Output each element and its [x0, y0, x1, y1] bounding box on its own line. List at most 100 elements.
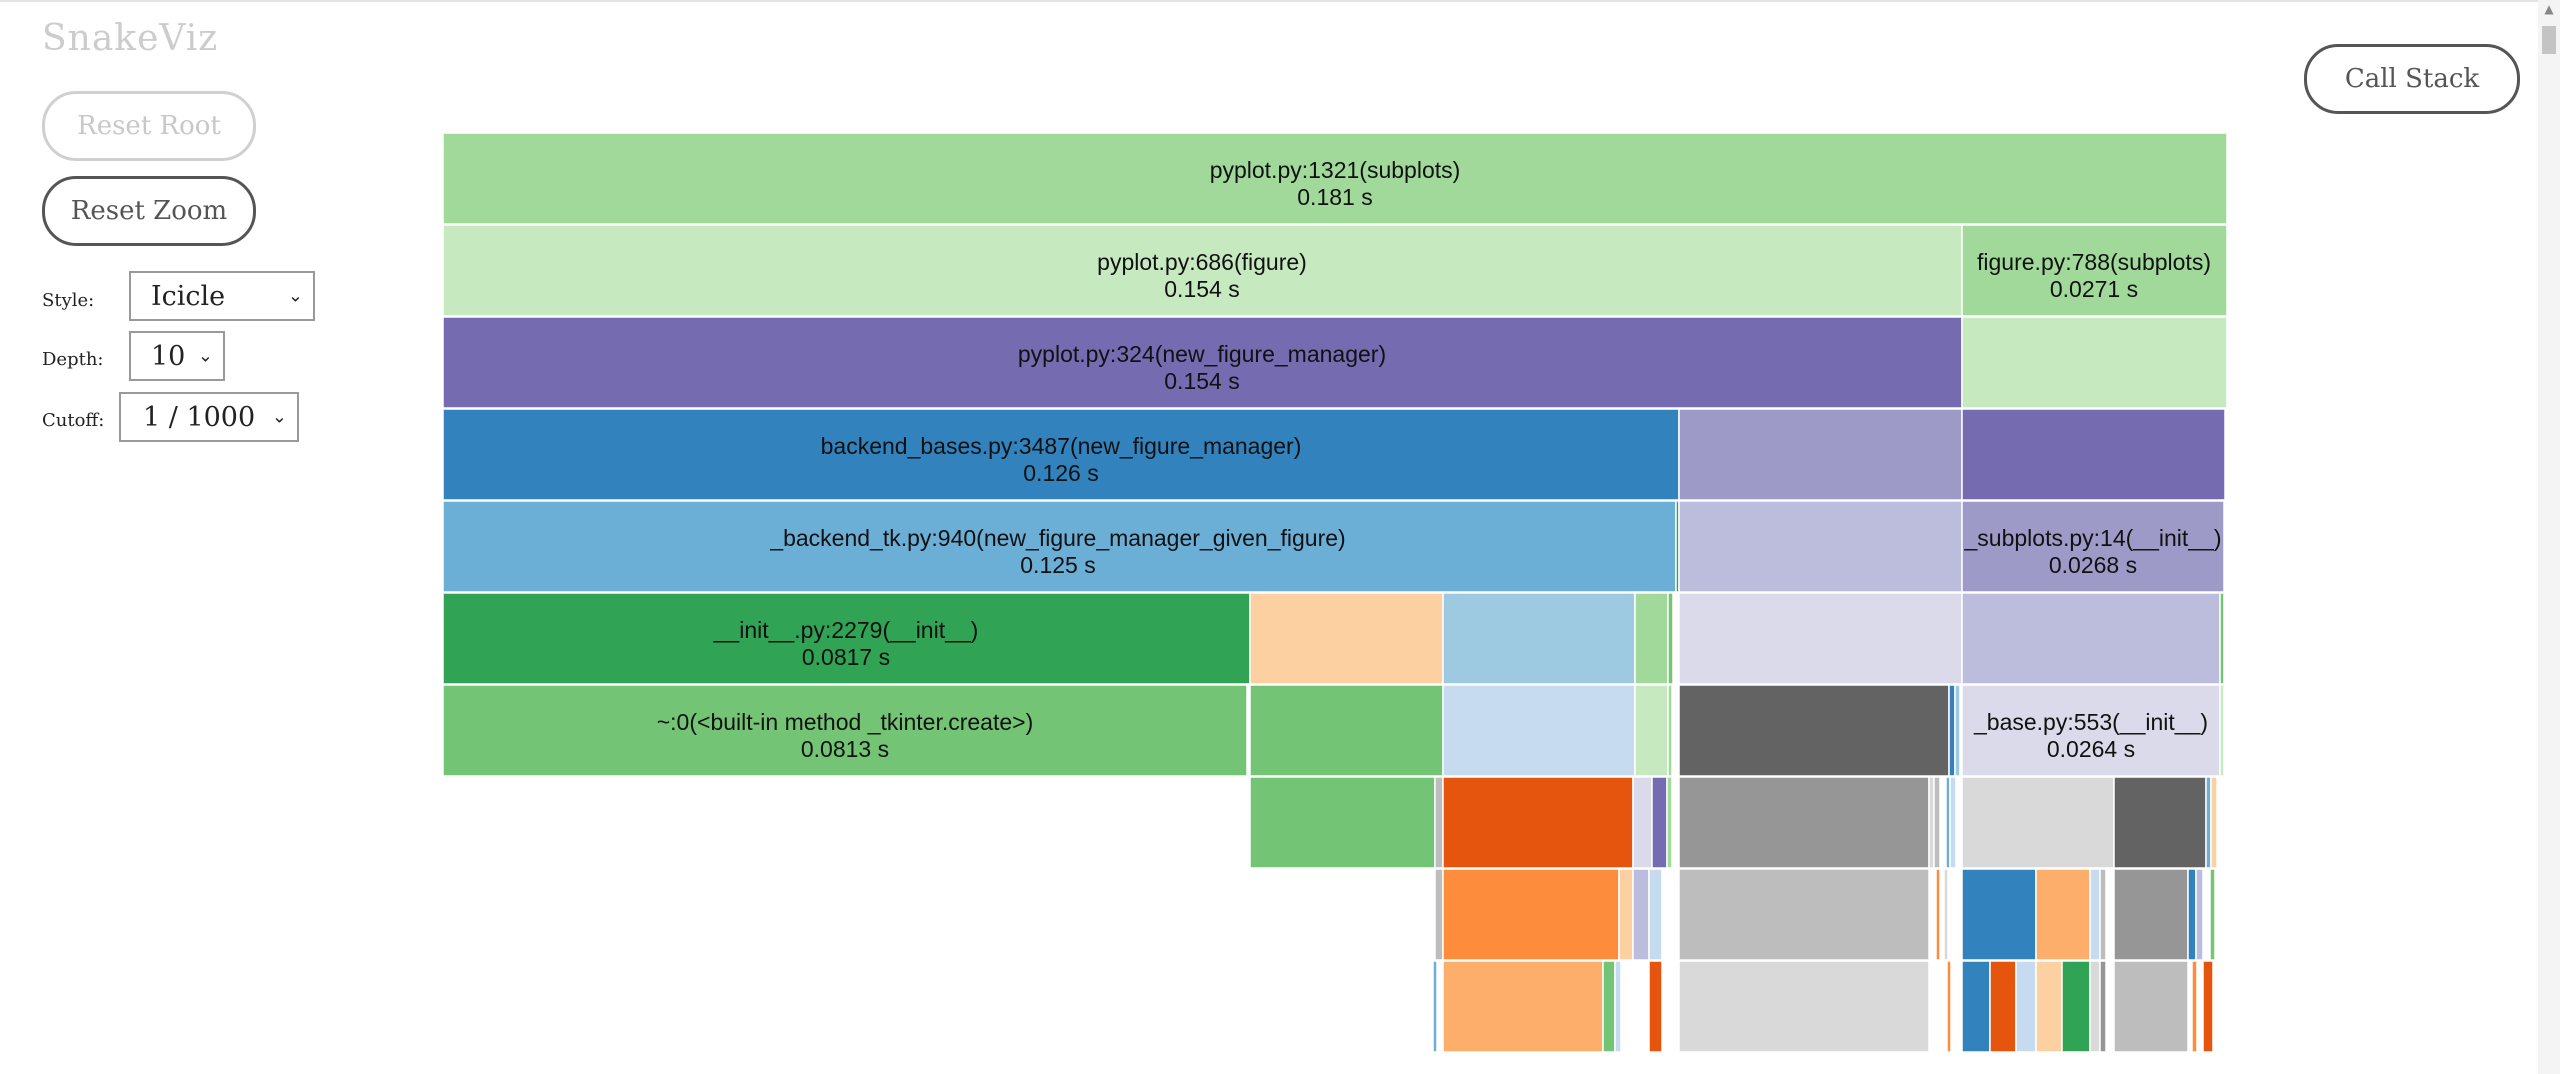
icicle-node[interactable]	[2219, 592, 2225, 685]
node-label-name: __init__.py:2279(__init__)	[713, 617, 979, 643]
icicle-node[interactable]	[2209, 868, 2216, 961]
icicle-node[interactable]	[1678, 500, 1963, 593]
node-label-time: 0.0264 s	[2047, 736, 2135, 762]
icicle-node-pyplot-new-figure-manager[interactable]	[442, 316, 1963, 409]
depth-select[interactable]: 10 ⌄	[129, 331, 225, 381]
icicle-node[interactable]	[2061, 960, 2091, 1053]
icicle-node[interactable]	[2219, 684, 2225, 777]
icicle-node[interactable]	[2210, 776, 2218, 869]
icicle-node[interactable]	[1618, 868, 1634, 961]
icicle-node[interactable]	[1678, 592, 1963, 685]
icicle-node[interactable]	[1651, 776, 1668, 869]
node-label-time: 0.154 s	[1164, 276, 1239, 302]
icicle-node[interactable]	[1961, 960, 1991, 1053]
icicle-node[interactable]	[1249, 684, 1444, 777]
icicle-node[interactable]	[1648, 868, 1663, 961]
icicle-node[interactable]	[1614, 960, 1622, 1053]
icicle-node-subplots[interactable]	[442, 132, 2228, 225]
icicle-node[interactable]	[1634, 684, 1669, 777]
icicle-node[interactable]	[2099, 868, 2107, 961]
chevron-down-icon: ⌄	[287, 285, 303, 307]
icicle-node[interactable]	[2035, 960, 2063, 1053]
icicle-node[interactable]	[2191, 960, 2198, 1053]
node-label-time: 0.154 s	[1164, 368, 1239, 394]
icicle-node[interactable]	[1678, 960, 1930, 1053]
icicle-node-backend-bases-new-figure-manager[interactable]	[442, 408, 1680, 501]
icicle-node-subplots-init[interactable]	[1961, 500, 2225, 593]
icicle-node[interactable]	[1249, 592, 1444, 685]
icicle-node[interactable]	[1678, 408, 1963, 501]
icicle-node-base-init[interactable]	[1961, 684, 2221, 777]
node-label-name: _backend_tk.py:940(new_figure_manager_gi…	[769, 525, 1345, 551]
icicle-node[interactable]	[1442, 592, 1636, 685]
icicle-node[interactable]	[2187, 868, 2197, 961]
icicle-node[interactable]	[2113, 868, 2189, 961]
icicle-node[interactable]	[1442, 684, 1636, 777]
icicle-node-init-2279[interactable]	[442, 592, 1251, 685]
icicle-node[interactable]	[1943, 868, 1949, 961]
cutoff-label: Cutoff:	[42, 410, 105, 431]
icicle-node[interactable]	[1961, 776, 2115, 869]
icicle-node[interactable]	[1961, 592, 2221, 685]
icicle-node[interactable]	[1667, 684, 1673, 777]
icicle-node[interactable]	[1442, 776, 1634, 869]
icicle-node[interactable]	[2099, 960, 2107, 1053]
icicle-node[interactable]	[1442, 960, 1604, 1053]
icicle-node[interactable]	[1678, 684, 1950, 777]
icicle-node[interactable]	[1634, 592, 1669, 685]
icicle-node[interactable]	[2195, 868, 2204, 961]
icicle-node[interactable]	[1948, 684, 1956, 777]
icicle-node-figure-subplots[interactable]	[1961, 224, 2228, 317]
node-label-name: _subplots.py:14(__init__)	[1964, 525, 2222, 551]
icicle-node[interactable]	[1432, 960, 1438, 1053]
icicle-node[interactable]	[1961, 408, 2226, 501]
icicle-node[interactable]	[1935, 868, 1941, 961]
icicle-node[interactable]	[1946, 960, 1952, 1053]
icicle-node[interactable]	[1602, 960, 1616, 1053]
icicle-node[interactable]	[1442, 868, 1620, 961]
icicle-node[interactable]	[1434, 776, 1444, 869]
icicle-node[interactable]	[1667, 592, 1674, 685]
cutoff-select[interactable]: 1 / 1000 ⌄	[119, 392, 299, 442]
icicle-node[interactable]	[2089, 868, 2101, 961]
node-label-time: 0.126 s	[1023, 460, 1098, 486]
scroll-up-arrow-icon[interactable]: ▲	[2544, 2, 2554, 16]
icicle-node[interactable]	[1666, 776, 1673, 869]
icicle-node-tkinter-create[interactable]	[442, 684, 1248, 777]
page-scrollbar[interactable]: ▲	[2538, 0, 2560, 1074]
icicle-node[interactable]	[1954, 684, 1961, 777]
icicle-node[interactable]	[2089, 960, 2101, 1053]
icicle-node[interactable]	[1249, 776, 1436, 869]
node-label-name: backend_bases.py:3487(new_figure_manager…	[821, 433, 1302, 459]
reset-root-button[interactable]: Reset Root	[42, 91, 256, 161]
icicle-node[interactable]	[1989, 960, 2017, 1053]
icicle-node-figure[interactable]	[442, 224, 1963, 317]
icicle-node[interactable]	[1434, 868, 1444, 961]
reset-zoom-button[interactable]: Reset Zoom	[42, 176, 256, 246]
icicle-node[interactable]	[2202, 960, 2214, 1053]
node-label-name: ~:0(<built-in method _tkinter.create>)	[657, 709, 1034, 735]
node-label-time: 0.0271 s	[2050, 276, 2138, 302]
icicle-node[interactable]	[1648, 960, 1663, 1053]
node-label-time: 0.0268 s	[2049, 552, 2137, 578]
icicle-node[interactable]	[2015, 960, 2037, 1053]
icicle-node[interactable]	[1632, 868, 1650, 961]
call-stack-button[interactable]: Call Stack	[2304, 44, 2520, 114]
icicle-node[interactable]	[2113, 776, 2207, 869]
icicle-node[interactable]	[1678, 868, 1930, 961]
scrollbar-thumb[interactable]	[2542, 26, 2556, 54]
icicle-node[interactable]	[1678, 776, 1930, 869]
icicle-node[interactable]	[1949, 776, 1957, 869]
style-select[interactable]: Icicle ⌄	[129, 271, 315, 321]
icicle-node-backend-tk-new-figure-manager[interactable]	[442, 500, 1677, 593]
icicle-node[interactable]	[1961, 316, 2228, 409]
chevron-down-icon: ⌄	[197, 345, 213, 367]
icicle-node[interactable]	[2113, 960, 2189, 1053]
icicle-node[interactable]	[1933, 776, 1941, 869]
chevron-down-icon: ⌄	[271, 406, 287, 428]
icicle-node[interactable]	[1961, 868, 2037, 961]
cutoff-select-value: 1 / 1000	[143, 401, 256, 433]
icicle-node[interactable]	[1632, 776, 1653, 869]
icicle-node[interactable]	[2035, 868, 2091, 961]
style-label: Style:	[42, 290, 95, 311]
